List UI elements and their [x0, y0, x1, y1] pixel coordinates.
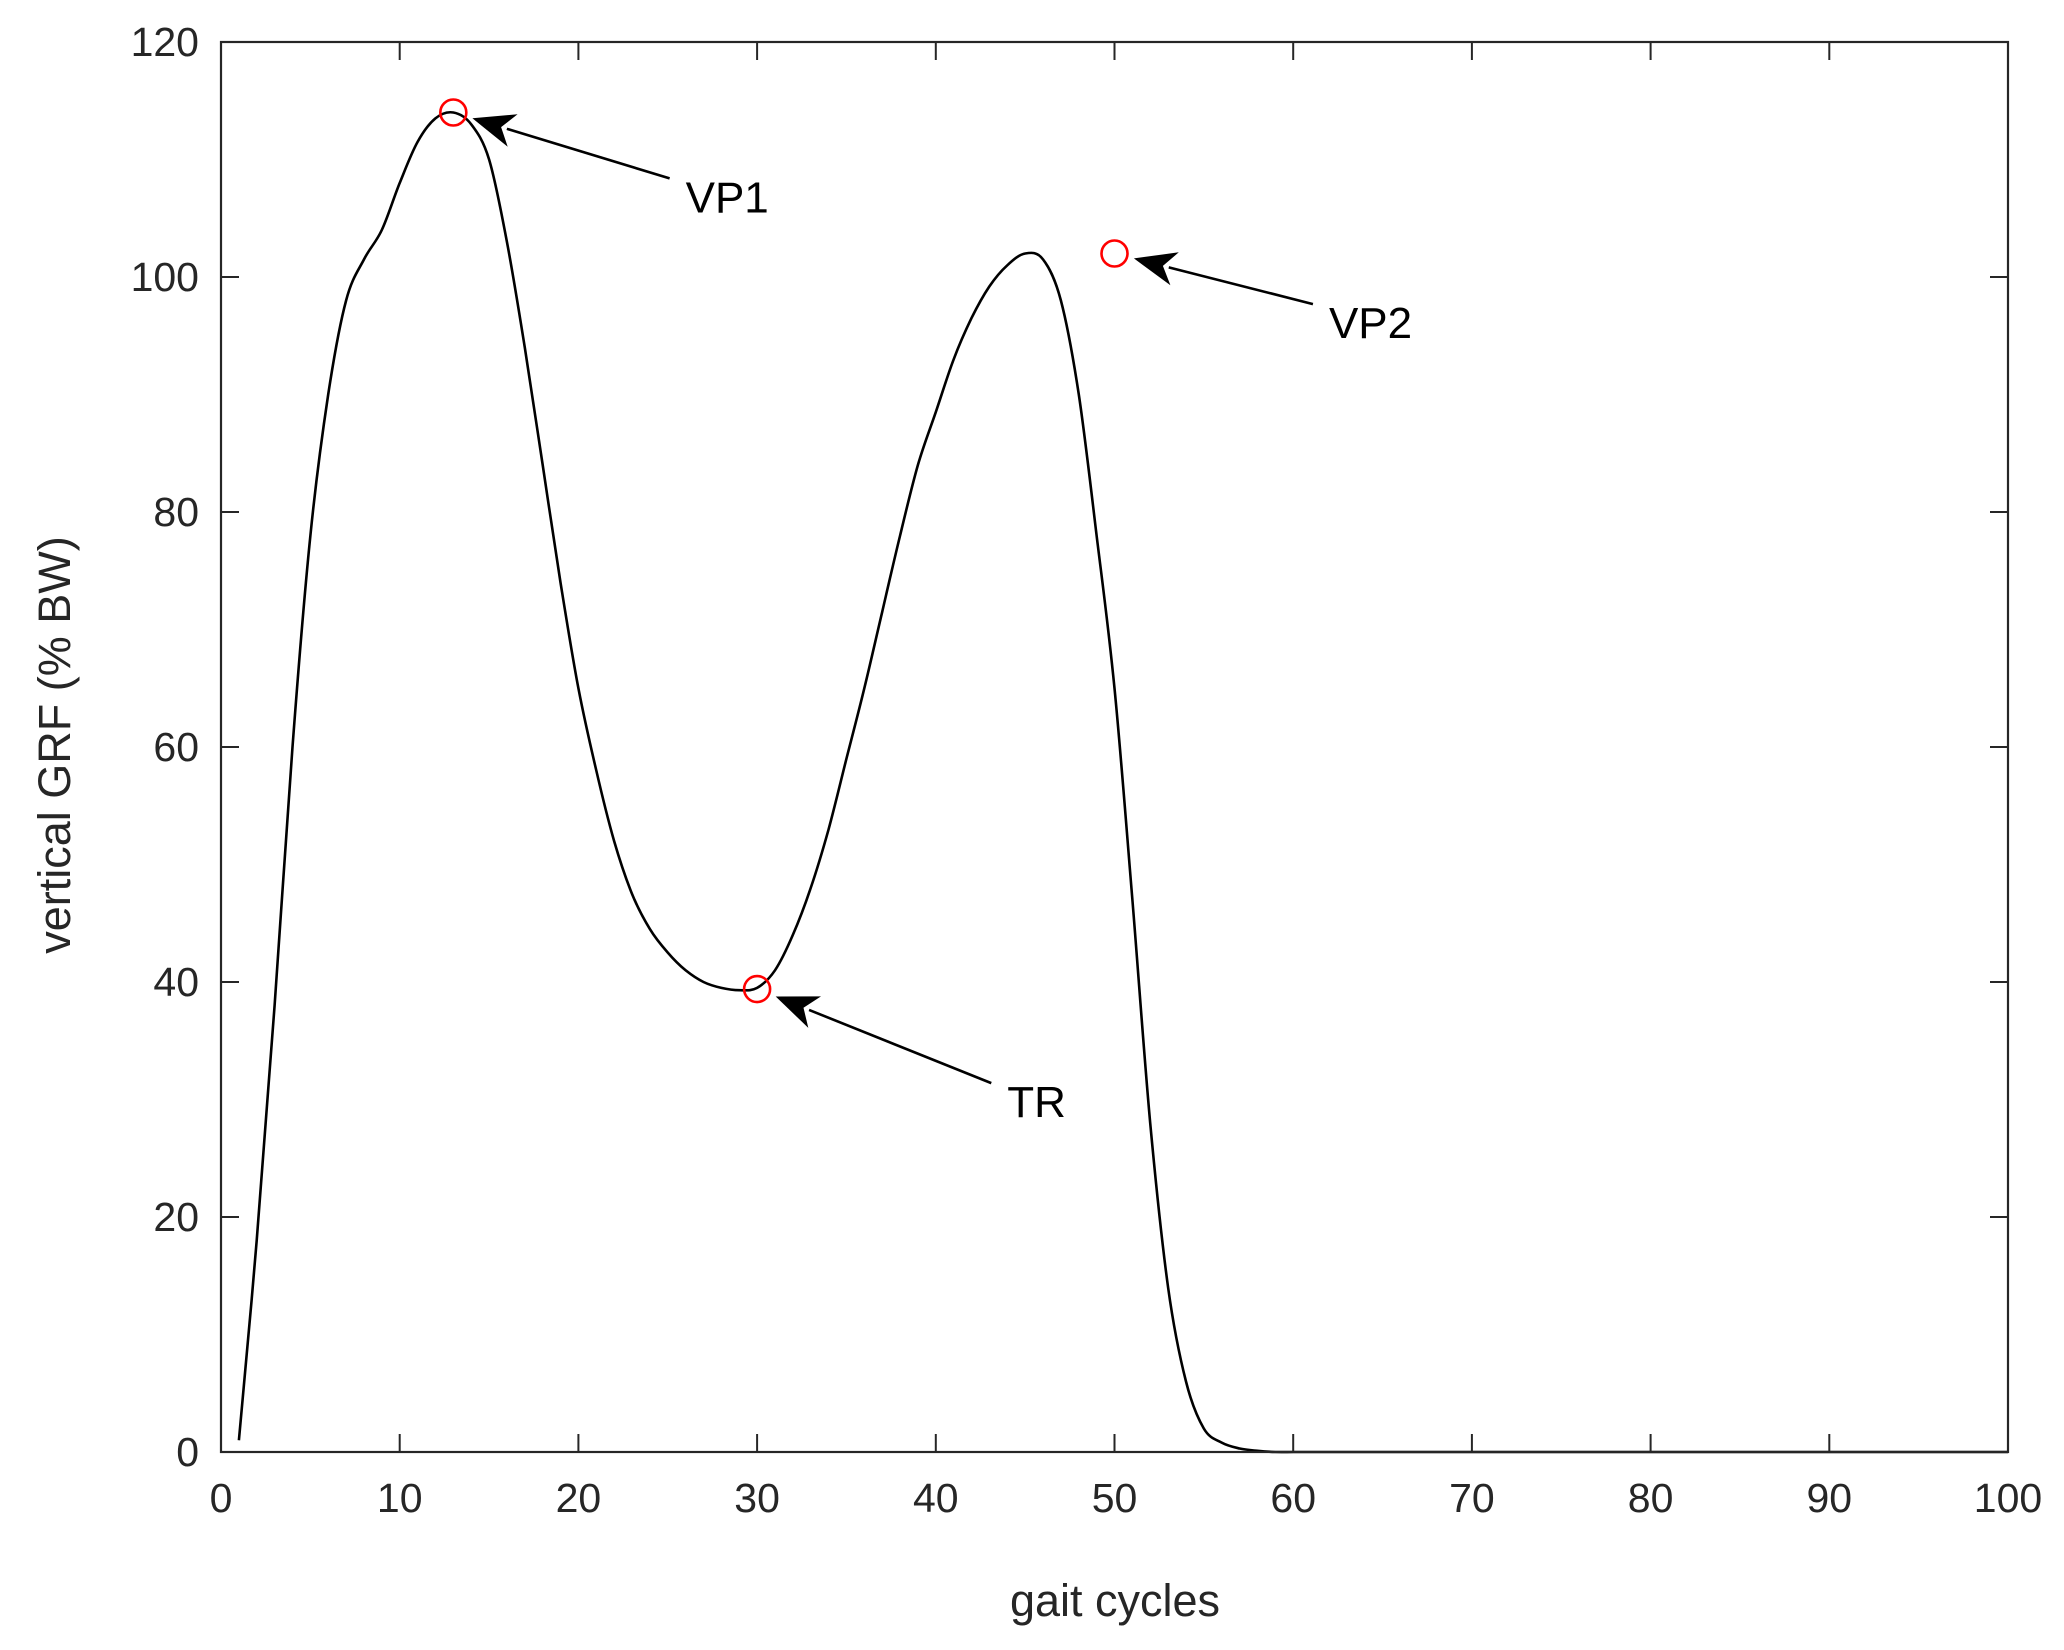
x-tick-label: 100 — [1974, 1475, 2042, 1521]
arrow-shaft-tr — [808, 1008, 992, 1085]
y-tick-label: 60 — [153, 724, 199, 770]
marker-vp1 — [439, 98, 468, 127]
x-axis-title: gait cycles — [1010, 1575, 1220, 1626]
x-tick-label: 70 — [1449, 1475, 1495, 1521]
annotation-label-tr: TR — [1007, 1078, 1066, 1127]
x-tick-label: 20 — [556, 1475, 602, 1521]
y-axis-title: vertical GRF (% BW) — [29, 536, 80, 954]
axes-layer: 0 10 20 30 40 50 60 70 80 90 100 0 20 40 60 80 100 120 — [131, 19, 2043, 1521]
annotation-layer: VP1 VP2 TR — [439, 98, 1412, 1127]
marker-tr — [742, 974, 772, 1004]
y-tick-label: 80 — [153, 489, 199, 535]
arrow-shaft-vp2 — [1168, 266, 1314, 306]
x-tick-label: 30 — [734, 1475, 780, 1521]
x-tick-label: 0 — [210, 1475, 233, 1521]
y-tick-label: 40 — [153, 959, 199, 1005]
y-tick-label: 0 — [176, 1429, 199, 1475]
x-tick-label: 50 — [1092, 1475, 1138, 1521]
y-tick-label: 120 — [131, 19, 199, 65]
x-tick-label: 40 — [913, 1475, 959, 1521]
annotation-label-vp2: VP2 — [1329, 299, 1412, 348]
arrow-head-vp2 — [1133, 252, 1179, 286]
annotation-label-vp1: VP1 — [686, 173, 769, 222]
arrow-shaft-vp1 — [506, 127, 670, 180]
y-tick-label: 100 — [131, 254, 199, 300]
x-tick-label: 60 — [1270, 1475, 1316, 1521]
x-tick-label: 10 — [377, 1475, 423, 1521]
arrow-head-vp1 — [472, 114, 518, 147]
arrow-head-tr — [775, 996, 821, 1028]
marker-vp2 — [1100, 239, 1129, 268]
y-tick-label: 20 — [153, 1194, 199, 1240]
x-tick-label: 90 — [1806, 1475, 1852, 1521]
x-tick-label: 80 — [1628, 1475, 1674, 1521]
